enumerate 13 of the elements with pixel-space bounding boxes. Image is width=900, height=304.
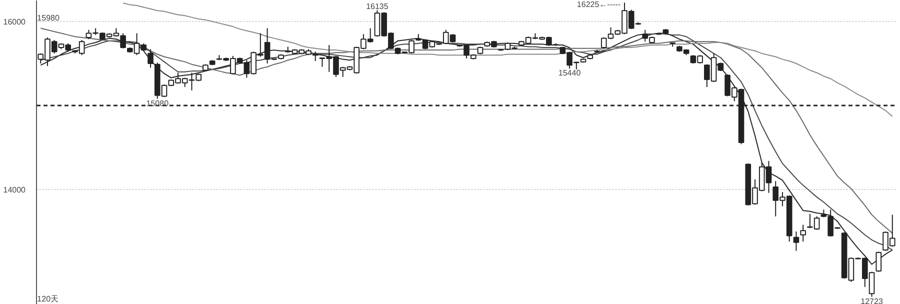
annotation: 12723 [860,296,884,304]
candlestick [148,48,154,68]
annotation: 15440 [558,68,582,78]
candlestick [800,224,806,242]
annotation: 15080 [146,98,170,108]
annotation: 16225←----- [576,0,621,10]
annotation: 16135 [366,2,389,12]
y-tick-label: 14000 [3,186,26,194]
annotation: 15980 [37,14,60,22]
annotation: 120天 [37,294,59,304]
candlestick [793,231,800,252]
y-tick-label: 16000 [3,18,26,26]
line-series [122,2,893,117]
